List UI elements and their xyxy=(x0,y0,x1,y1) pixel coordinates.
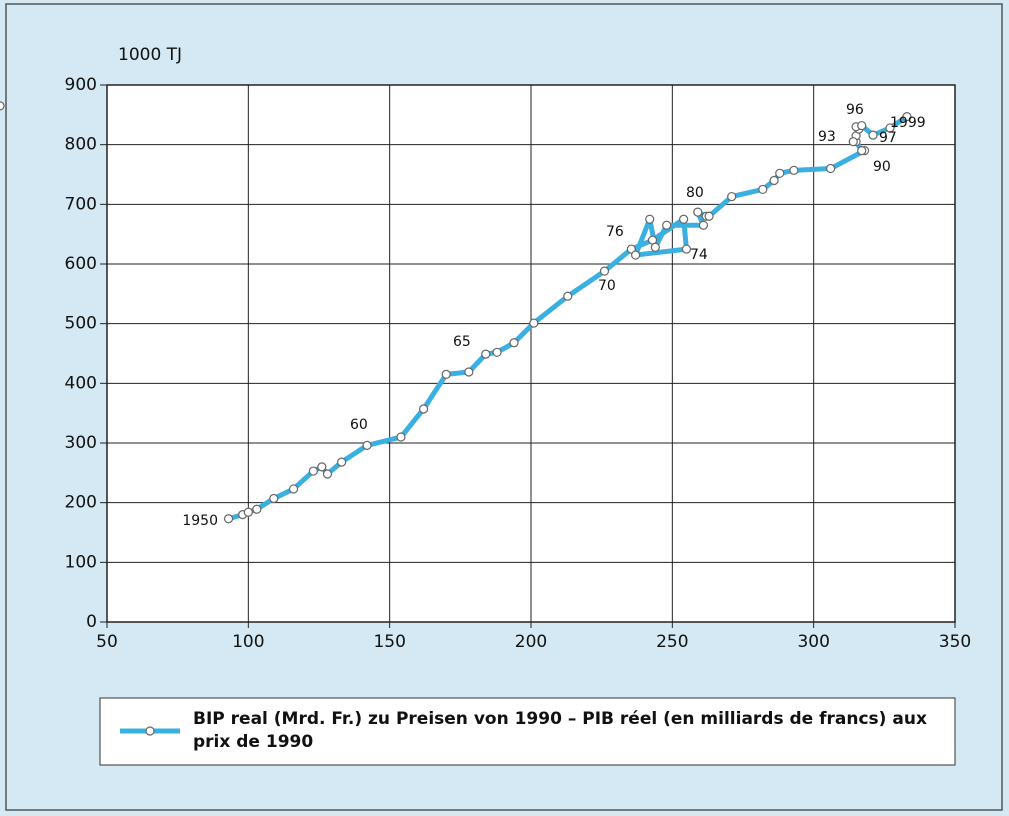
point xyxy=(650,242,660,252)
point xyxy=(223,514,234,524)
point xyxy=(288,484,299,494)
annotation: 1950 xyxy=(182,513,218,529)
x-tick-label: 250 xyxy=(656,632,688,652)
x-tick-label: 200 xyxy=(515,632,547,652)
point xyxy=(681,244,692,254)
annotation: 60 xyxy=(350,417,368,433)
y-tick-label: 700 xyxy=(65,194,97,214)
point xyxy=(848,137,858,147)
point xyxy=(243,507,253,517)
x-tick-label: 300 xyxy=(797,632,829,652)
x-tick-label: 100 xyxy=(232,632,264,652)
annotation: 74 xyxy=(690,247,708,263)
point xyxy=(418,404,429,414)
point xyxy=(698,220,709,230)
point xyxy=(492,347,502,357)
annotation: 76 xyxy=(606,224,624,240)
point xyxy=(727,191,737,202)
point xyxy=(252,504,262,514)
point xyxy=(317,462,327,472)
point xyxy=(775,168,785,178)
annotation: 80 xyxy=(686,185,704,201)
point xyxy=(441,369,451,379)
point xyxy=(563,291,573,301)
y-tick-label: 500 xyxy=(65,314,97,334)
point xyxy=(857,146,867,156)
point xyxy=(693,207,703,217)
annotation: 70 xyxy=(598,278,616,294)
point xyxy=(481,349,491,359)
point xyxy=(662,220,672,230)
point xyxy=(337,457,347,467)
legend-label: BIP real (Mrd. Fr.) zu Preisen von 1990 … xyxy=(193,709,927,752)
point xyxy=(269,493,279,504)
point xyxy=(396,432,406,442)
point xyxy=(464,367,474,377)
point xyxy=(857,120,867,131)
point xyxy=(645,214,655,224)
x-tick-label: 350 xyxy=(939,632,971,652)
plot-border xyxy=(106,84,956,623)
annotation: 96 xyxy=(846,102,864,118)
point xyxy=(902,112,912,122)
point xyxy=(322,469,333,479)
point xyxy=(0,101,5,111)
y-tick-label: 300 xyxy=(65,433,97,453)
point xyxy=(529,318,539,328)
point xyxy=(789,165,799,175)
annotation: 97 xyxy=(879,130,897,146)
y-tick-label: 400 xyxy=(65,373,97,393)
point xyxy=(885,123,895,133)
point xyxy=(758,184,768,195)
annotation: 1999 xyxy=(890,115,926,131)
point xyxy=(679,214,689,224)
point xyxy=(509,338,519,348)
point xyxy=(308,466,318,476)
x-tick-label: 150 xyxy=(373,632,405,652)
annotation: 93 xyxy=(818,129,836,145)
point xyxy=(826,163,836,174)
point xyxy=(769,175,779,186)
legend xyxy=(99,697,956,766)
y-tick-label: 0 xyxy=(86,612,97,632)
y-axis-label: 1000 TJ xyxy=(118,45,182,65)
y-tick-label: 100 xyxy=(65,552,97,572)
y-tick-label: 800 xyxy=(65,135,97,155)
y-tick-label: 600 xyxy=(65,254,97,274)
point xyxy=(704,211,714,221)
point xyxy=(599,266,610,276)
x-tick-label: 50 xyxy=(96,632,118,652)
point xyxy=(630,250,641,260)
annotation: 90 xyxy=(873,159,891,175)
y-tick-label: 200 xyxy=(65,493,97,513)
legend-marker xyxy=(145,726,155,736)
point xyxy=(362,440,372,450)
annotation: 65 xyxy=(453,334,471,350)
point xyxy=(868,130,878,140)
y-tick-label: 900 xyxy=(65,75,97,95)
